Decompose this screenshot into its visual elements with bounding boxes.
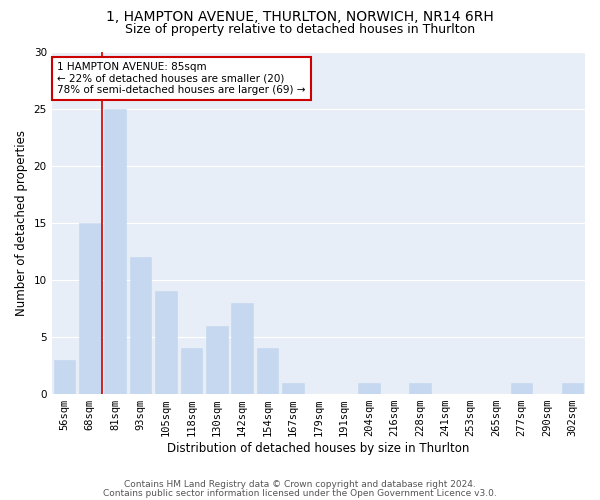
Text: 1 HAMPTON AVENUE: 85sqm
← 22% of detached houses are smaller (20)
78% of semi-de: 1 HAMPTON AVENUE: 85sqm ← 22% of detache… [57, 62, 305, 95]
Bar [155, 292, 177, 394]
Bar [79, 223, 101, 394]
Bar [232, 302, 253, 394]
Bar [130, 257, 151, 394]
Text: 1, HAMPTON AVENUE, THURLTON, NORWICH, NR14 6RH: 1, HAMPTON AVENUE, THURLTON, NORWICH, NR… [106, 10, 494, 24]
Bar [104, 108, 126, 394]
Bar [511, 382, 532, 394]
Text: Contains public sector information licensed under the Open Government Licence v3: Contains public sector information licen… [103, 488, 497, 498]
Bar [358, 382, 380, 394]
Bar [206, 326, 227, 394]
Text: Size of property relative to detached houses in Thurlton: Size of property relative to detached ho… [125, 22, 475, 36]
Bar [282, 382, 304, 394]
Bar [562, 382, 583, 394]
Text: Contains HM Land Registry data © Crown copyright and database right 2024.: Contains HM Land Registry data © Crown c… [124, 480, 476, 489]
Bar [409, 382, 431, 394]
Bar [257, 348, 278, 394]
Bar [53, 360, 75, 394]
X-axis label: Distribution of detached houses by size in Thurlton: Distribution of detached houses by size … [167, 442, 470, 455]
Y-axis label: Number of detached properties: Number of detached properties [15, 130, 28, 316]
Bar [181, 348, 202, 394]
